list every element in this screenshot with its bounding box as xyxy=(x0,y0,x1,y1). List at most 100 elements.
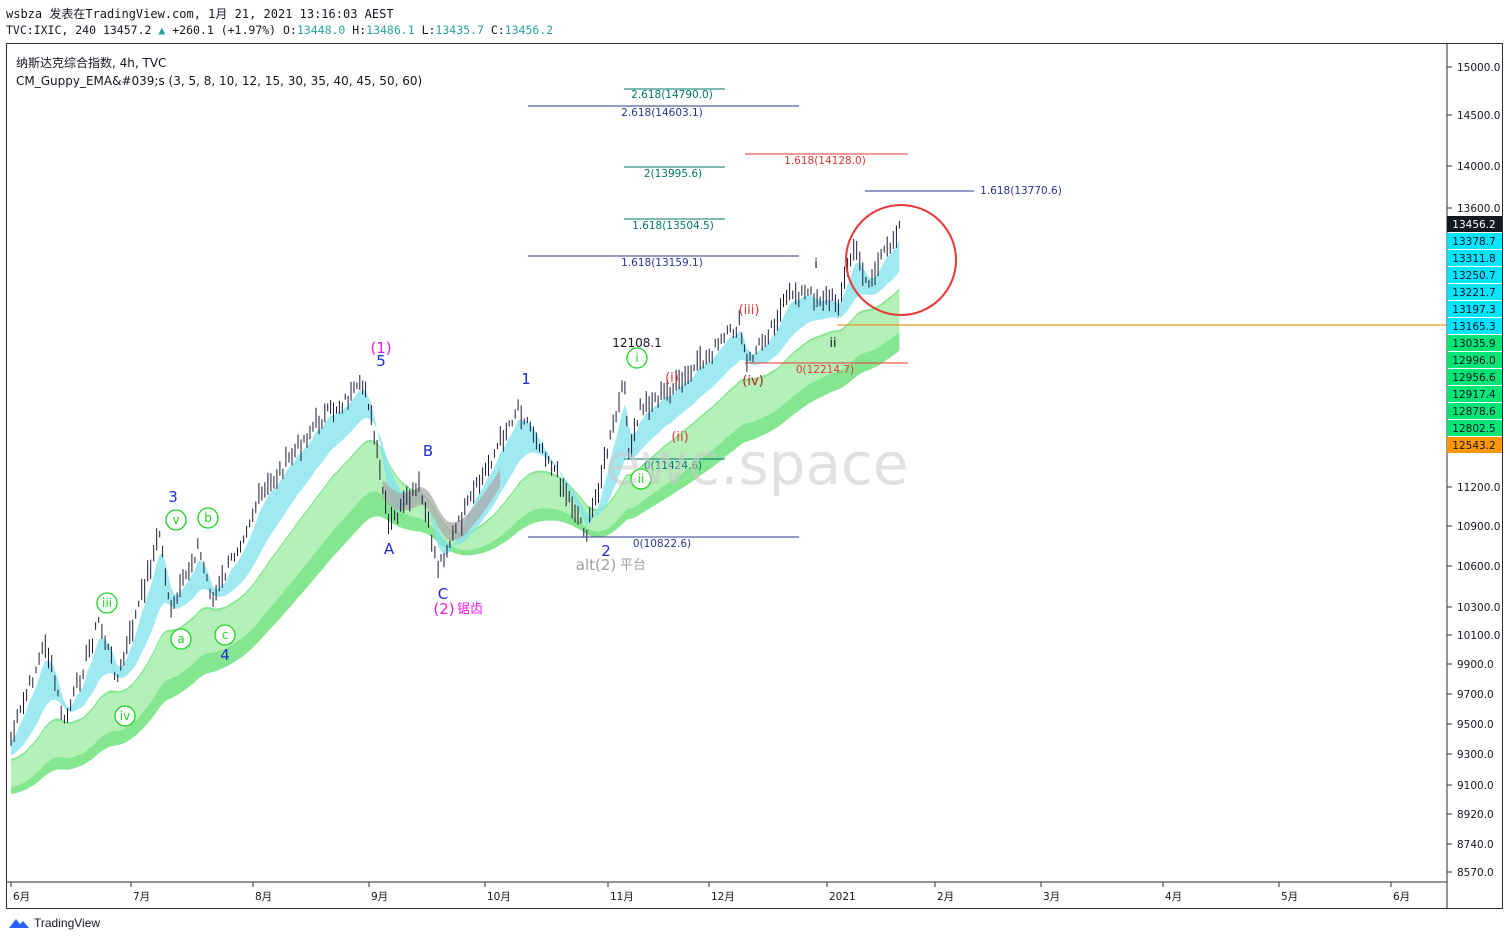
price-label-bg xyxy=(1447,386,1502,402)
fib-label: 2.618(14603.1) xyxy=(621,107,703,119)
symbol-line: TVC:IXIC, 240 13457.2 ▲ +260.1 (+1.97%) … xyxy=(6,23,553,37)
x-tick-label: 11月 xyxy=(610,891,634,903)
wave-label-circle xyxy=(626,347,648,369)
wave-label: 平台 xyxy=(620,558,646,573)
fib-label: 1.618(13770.6) xyxy=(980,185,1062,197)
price-label-bg xyxy=(1447,352,1502,368)
price-label-bg xyxy=(1447,369,1502,385)
x-tick-label: 10月 xyxy=(487,891,511,903)
wave-label-circle xyxy=(165,509,187,531)
up-arrow-icon: ▲ xyxy=(158,23,166,37)
price-label-text: 12917.4 xyxy=(1452,389,1496,401)
y-tick-label: 8570.0 xyxy=(1457,867,1494,879)
price-label-bg xyxy=(1447,284,1502,300)
price-label-text: 13197.3 xyxy=(1452,304,1495,316)
y-tick-label: 15000.0 xyxy=(1457,62,1500,74)
time-axis[interactable]: 6月 7月 8月 9月 10月 11月 12月 2021 2月 3月 4月 5月 6月 xyxy=(10,882,1410,903)
chart-title: 纳斯达克综合指数, 4h, TVC xyxy=(16,55,166,70)
wave-label-circle xyxy=(170,628,192,650)
wave-label: b xyxy=(204,511,212,525)
y-tick-label: 9700.0 xyxy=(1457,689,1494,701)
symbol-name[interactable]: TVC:IXIC, 240 xyxy=(6,23,97,37)
y-tick-label: 14500.0 xyxy=(1457,110,1500,122)
wave-label: (i) xyxy=(665,371,679,386)
y-tick-label: 13600.0 xyxy=(1457,203,1500,215)
x-tick-label: 5月 xyxy=(1281,891,1298,903)
x-tick-label: 7月 xyxy=(133,891,150,903)
price-label-text: 13378.7 xyxy=(1452,236,1495,248)
fib-label: 1.618(13159.1) xyxy=(621,257,703,269)
x-tick-label: 2021 xyxy=(829,891,856,903)
wave-label-circle xyxy=(96,592,118,614)
wave-label: c xyxy=(222,628,229,642)
price-candles xyxy=(10,220,900,746)
open-value: 13448.0 xyxy=(296,23,346,37)
wave-label: B xyxy=(423,442,433,460)
wave-label: (1) xyxy=(370,339,391,357)
wave-labels: (1)5 3 4 1 2 A B C(2) 锯齿 alt(2) 平台 12108.1 (i) (ii) (i… xyxy=(96,257,837,727)
wave-label: A xyxy=(384,540,395,558)
wave-label: i xyxy=(814,257,818,272)
wave-label: 1 xyxy=(521,370,531,388)
fib-label: 0(10822.6) xyxy=(633,538,691,550)
fib-label: 1.618(13504.5) xyxy=(632,220,714,232)
price-label-bg xyxy=(1447,437,1502,453)
wave-label-circle xyxy=(197,507,219,529)
y-tick-label: 9500.0 xyxy=(1457,719,1494,731)
wave-label: i xyxy=(635,351,638,365)
fib-lines: 2.618(14790.0) 2.618(14603.1) 1.618(14128.… xyxy=(528,88,1447,550)
wave-label: 3 xyxy=(168,488,178,506)
x-tick-label: 3月 xyxy=(1043,891,1060,903)
price-label-text: 13035.9 xyxy=(1452,338,1495,350)
highlight-circle xyxy=(845,204,957,316)
high-label: H: xyxy=(352,23,367,37)
price-label-text: 13311.8 xyxy=(1452,253,1495,265)
wave-label: (ii) xyxy=(671,430,688,445)
x-tick-label: 9月 xyxy=(371,891,388,903)
wave-label: 4 xyxy=(220,646,230,664)
price-label-text: 12956.6 xyxy=(1452,372,1496,384)
wave-label-circle xyxy=(630,468,652,490)
y-tick-label: 14000.0 xyxy=(1457,161,1500,173)
wave-label: iii xyxy=(102,596,112,610)
wave-label: (iv) xyxy=(742,374,763,389)
watermark: ewc.space xyxy=(605,430,909,498)
price-label-text: 12802.5 xyxy=(1452,423,1495,435)
price-label-bg xyxy=(1447,335,1502,351)
y-tick-label: 9900.0 xyxy=(1457,659,1494,671)
footer-brand[interactable]: TradingView xyxy=(34,916,101,930)
price-label-text: 13456.2 xyxy=(1452,219,1495,231)
wave-label: v xyxy=(172,513,179,527)
y-tick-label: 9300.0 xyxy=(1457,749,1494,761)
price-label-bg xyxy=(1447,216,1502,232)
price-chart[interactable]: 2.618(14790.0) 2.618(14603.1) 1.618(14128.… xyxy=(7,44,1502,908)
wave-label: ii xyxy=(638,472,645,486)
wave-label: a xyxy=(177,632,184,646)
price-label-text: 12996.0 xyxy=(1452,355,1495,367)
guppy-ema-bands xyxy=(11,239,900,794)
price-axis[interactable]: 8570.0 8740.0 8920.0 9100.0 9300.0 9500.0 9700… xyxy=(1447,62,1500,879)
x-tick-label: 2月 xyxy=(937,891,954,903)
wave-label: 5 xyxy=(376,352,386,370)
x-tick-label: 4月 xyxy=(1165,891,1182,903)
chart-frame[interactable]: 2.618(14790.0) 2.618(14603.1) 1.618(14128.… xyxy=(6,43,1503,909)
y-tick-label: 11200.0 xyxy=(1457,482,1500,494)
price-label-text: 13165.3 xyxy=(1452,321,1495,333)
fib-label: 0(11424.6) xyxy=(644,460,702,472)
wave-label: 12108.1 xyxy=(612,336,662,350)
wave-label: alt(2) xyxy=(576,556,617,574)
price-label-bg xyxy=(1447,318,1502,334)
y-tick-label: 10600.0 xyxy=(1457,561,1500,573)
price-label-text: 13221.7 xyxy=(1452,287,1495,299)
wave-label: C xyxy=(438,585,448,603)
x-tick-label: 8月 xyxy=(255,891,272,903)
price-label-text: 13250.7 xyxy=(1452,270,1495,282)
price-label-stack: 13456.2 13378.7 13311.8 13250.7 13221.7 13197… xyxy=(1447,216,1502,453)
x-tick-label: 6月 xyxy=(1393,891,1410,903)
last-price: 13457.2 xyxy=(102,23,152,37)
high-value: 13486.1 xyxy=(366,23,415,37)
y-tick-label: 10300.0 xyxy=(1457,602,1500,614)
wave-label: 锯齿 xyxy=(457,602,483,617)
price-label-bg xyxy=(1447,250,1502,266)
indicator-label: CM_Guppy_EMA&#039;s (3, 5, 8, 10, 12, 15… xyxy=(16,74,422,88)
